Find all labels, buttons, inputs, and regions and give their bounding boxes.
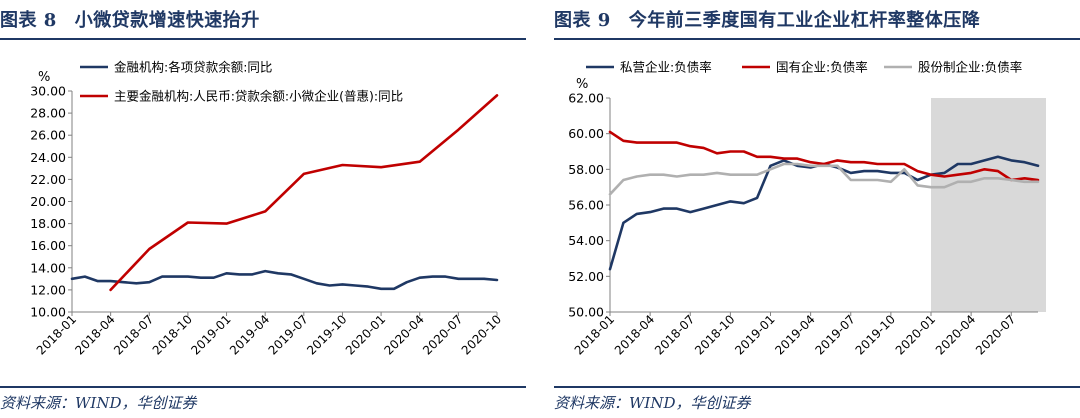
- y-axis-label: %: [576, 77, 588, 92]
- x-tick-label: 2019-10: [304, 312, 349, 357]
- x-tick-label: 2020-01: [343, 312, 388, 357]
- legend-label: 私营企业:负债率: [620, 60, 712, 75]
- x-tick-label: 2020-01: [893, 312, 938, 357]
- y-tick-label: 24.00: [30, 150, 66, 165]
- figure-title: 图表 9 今年前三季度国有工业企业杠杆率整体压降: [554, 6, 1080, 32]
- series-line-3: [608, 162, 1040, 196]
- legend-label: 股份制企业:负债率: [918, 60, 1022, 75]
- figure-left: 图表 8 小微贷款增速快速抬升 10.00 12.00 14.00 16.00 18.00…: [0, 0, 526, 418]
- line-chart-right: 50.00 52.00 54.00 56.00 58.00 60.00 62.00% 2018…: [568, 60, 1046, 358]
- figure-title-text: 小微贷款增速快速抬升: [74, 10, 260, 31]
- figure-right: 图表 9 今年前三季度国有工业企业杠杆率整体压降 50.00 52.00 54.00 5…: [554, 0, 1080, 418]
- title-divider: [554, 38, 1080, 40]
- shaded-region: [931, 98, 1046, 312]
- x-tick-label: 2019-01: [188, 312, 233, 357]
- x-tick-label: 2018-07: [111, 312, 156, 357]
- y-tick-label: 52.00: [568, 269, 604, 284]
- x-tick-label: 2018-07: [652, 312, 697, 357]
- series-line-1: [70, 269, 499, 291]
- source-note: 资料来源：WIND，华创证券: [554, 394, 751, 412]
- y-tick-label: 30.00: [30, 84, 66, 99]
- y-tick-label: 28.00: [30, 106, 66, 121]
- x-tick-label: 2020-04: [381, 312, 426, 357]
- y-axis-label: %: [38, 70, 50, 85]
- figure-title-text: 今年前三季度国有工业企业杠杆率整体压降: [628, 10, 981, 31]
- title-divider: [0, 38, 526, 40]
- series-line-2: [608, 130, 1040, 182]
- y-tick-label: 16.00: [30, 238, 66, 253]
- figure-label: 图表 8: [0, 10, 57, 31]
- y-tick-label: 54.00: [568, 233, 604, 248]
- legend-label: 国有企业:负债率: [776, 60, 868, 75]
- figure-title: 图表 8 小微贷款增速快速抬升: [0, 6, 526, 32]
- x-tick-label: 2019-07: [813, 312, 858, 357]
- x-tick-label: 2020-10: [459, 312, 504, 357]
- y-tick-label: 58.00: [568, 162, 604, 177]
- x-tick-label: 2019-10: [853, 312, 898, 357]
- legend-label: 主要金融机构:人民币:贷款余额:小微企业(普惠):同比: [114, 89, 403, 104]
- y-tick-label: 50.00: [568, 305, 604, 320]
- y-tick-label: 10.00: [30, 305, 66, 320]
- y-tick-label: 14.00: [30, 260, 66, 275]
- x-tick-label: 2018-10: [692, 312, 737, 357]
- series-line-2: [109, 94, 499, 292]
- line-chart-left: 10.00 12.00 14.00 16.00 18.00 20.00 22.00 24.00…: [30, 60, 504, 358]
- x-tick-label: 2018-04: [612, 312, 657, 357]
- x-tick-label: 2018-04: [72, 312, 117, 357]
- y-tick-label: 62.00: [568, 91, 604, 106]
- legend-label: 金融机构:各项贷款余额:同比: [114, 60, 272, 75]
- x-tick-label: 2019-01: [732, 312, 777, 357]
- y-tick-label: 20.00: [30, 194, 66, 209]
- y-tick-label: 26.00: [30, 128, 66, 143]
- source-divider: [554, 386, 1080, 388]
- y-tick-label: 60.00: [568, 126, 604, 141]
- y-tick-label: 18.00: [30, 216, 66, 231]
- x-tick-label: 2019-07: [266, 312, 311, 357]
- x-tick-label: 2018-10: [150, 312, 195, 357]
- x-tick-label: 2019-04: [772, 312, 817, 357]
- x-tick-label: 2020-04: [933, 312, 978, 357]
- source-note: 资料来源：WIND，华创证券: [0, 394, 197, 412]
- y-tick-label: 56.00: [568, 198, 604, 213]
- figure-label: 图表 9: [554, 10, 611, 31]
- x-tick-label: 2019-04: [227, 312, 272, 357]
- x-tick-label: 2020-07: [420, 312, 465, 357]
- y-tick-label: 22.00: [30, 172, 66, 187]
- source-divider: [0, 386, 526, 388]
- y-tick-label: 12.00: [30, 282, 66, 297]
- x-tick-label: 2020-07: [973, 312, 1018, 357]
